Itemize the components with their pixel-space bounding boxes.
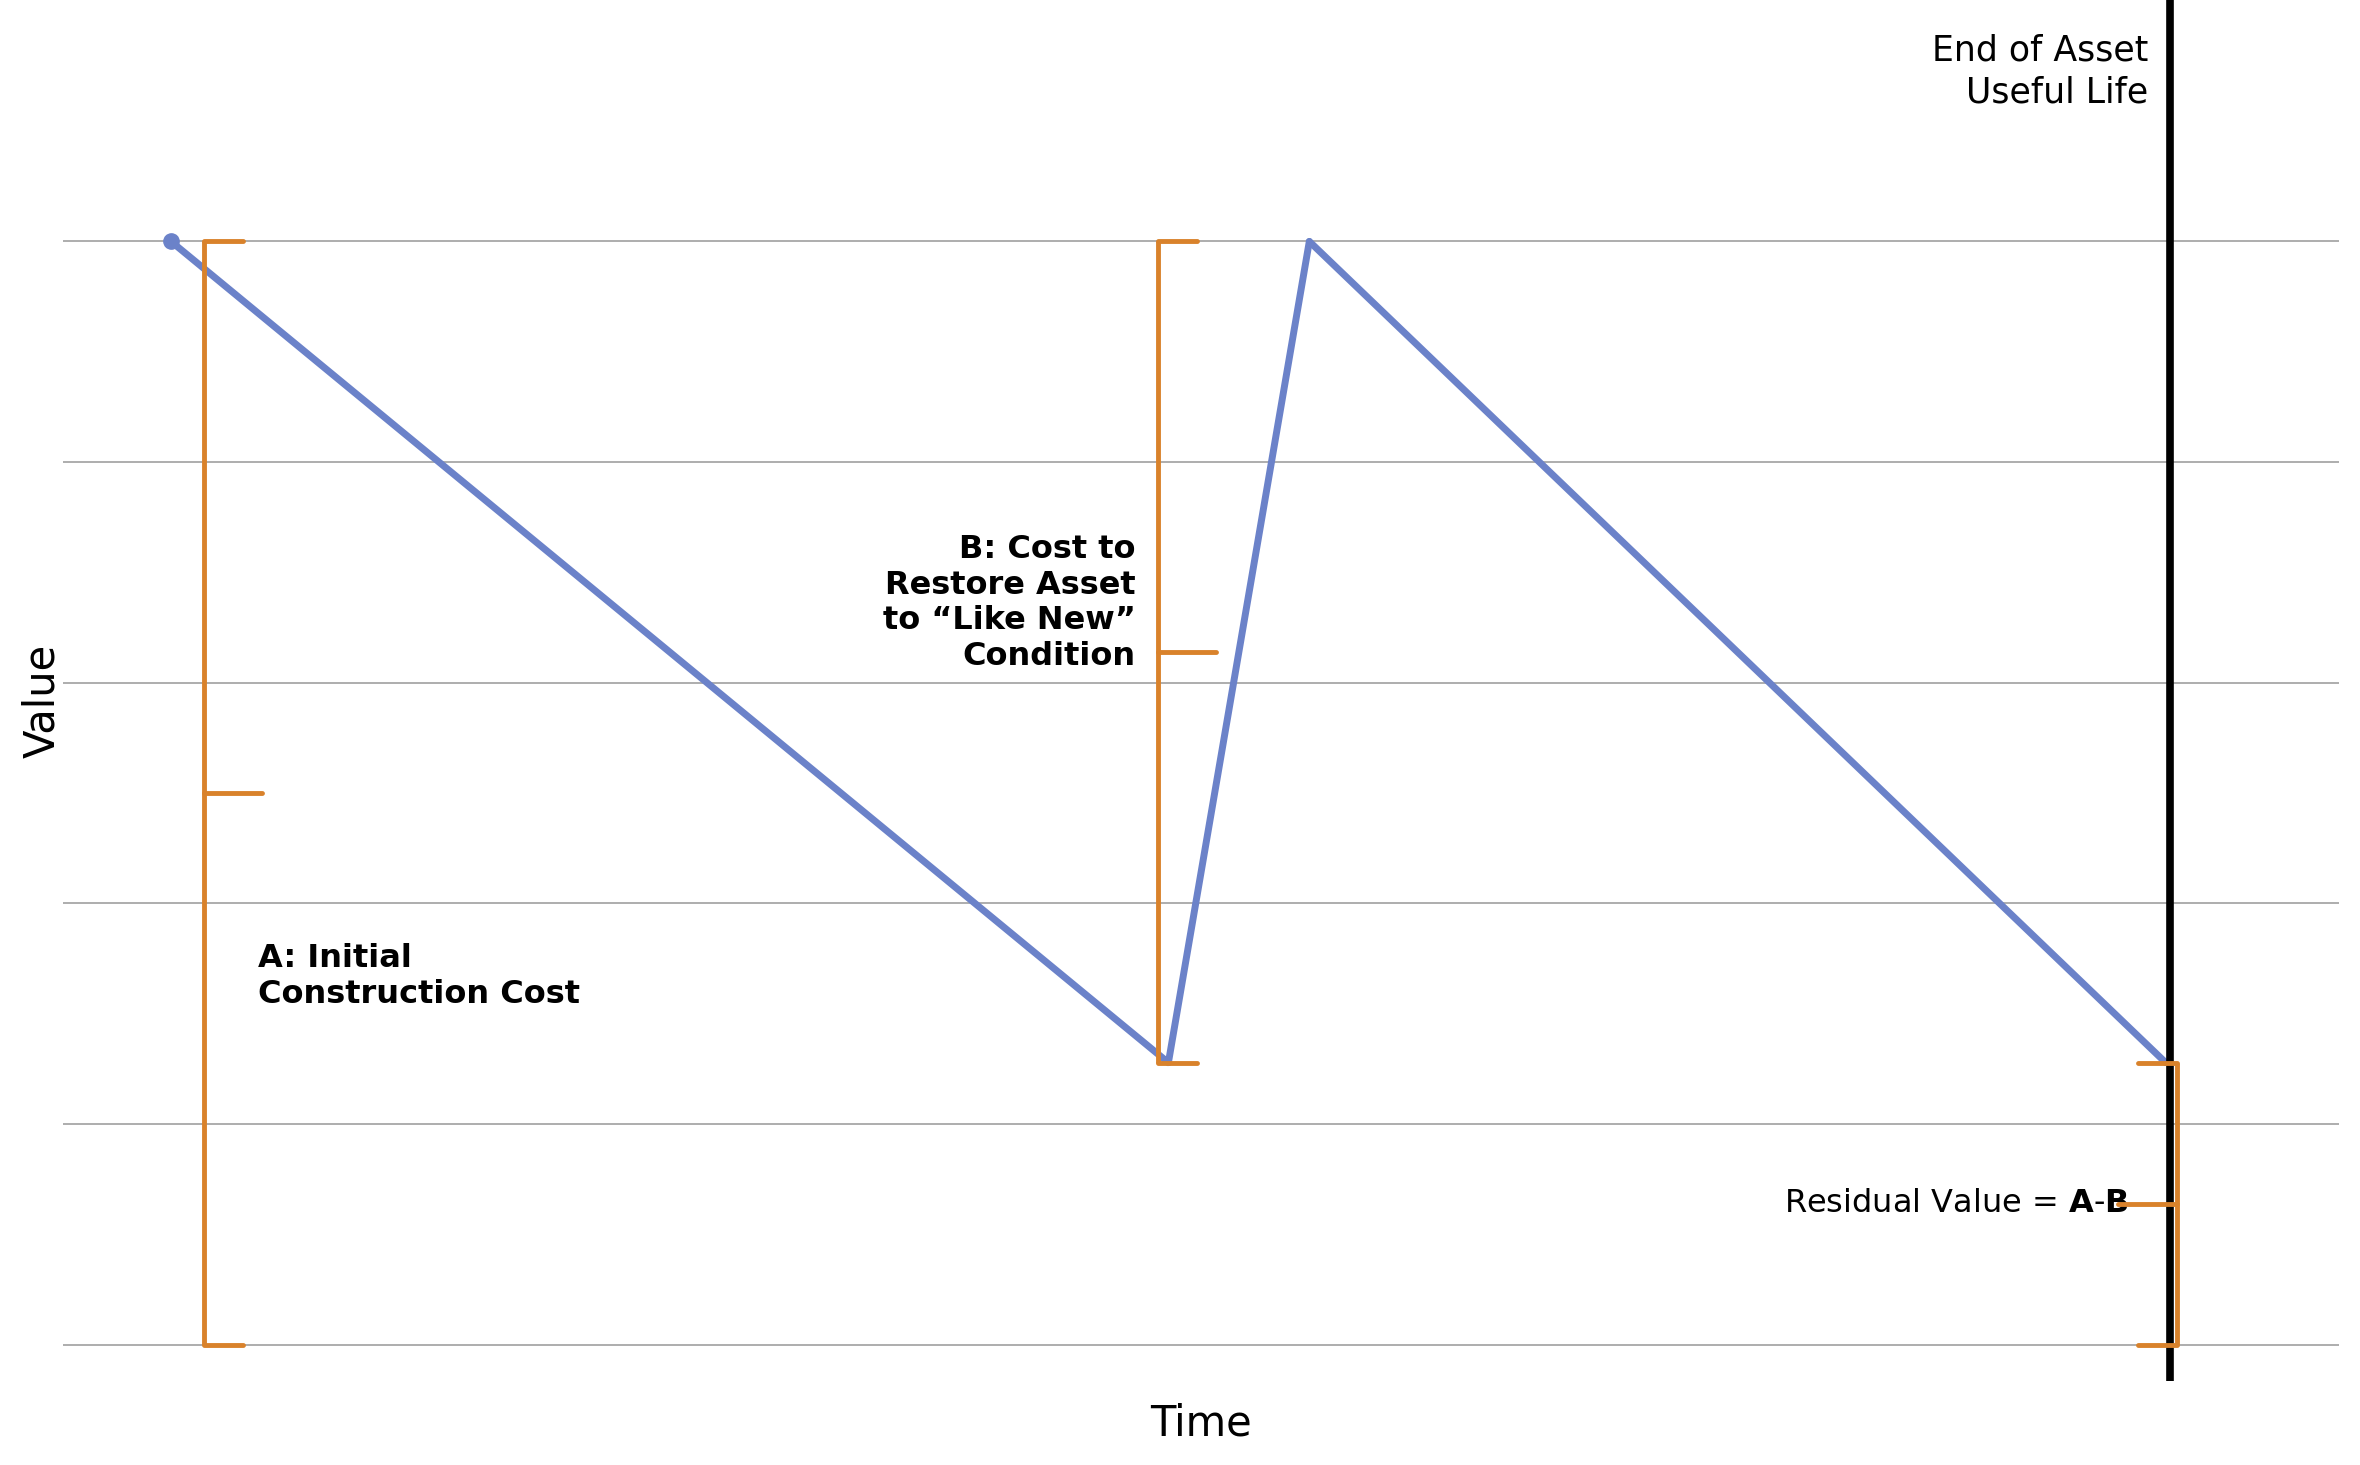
Text: B: Cost to
Restore Asset
to “Like New”
Condition: B: Cost to Restore Asset to “Like New” C… — [883, 533, 1135, 672]
Text: Residual Value = $\bf{A}$-$\bf{B}$: Residual Value = $\bf{A}$-$\bf{B}$ — [1784, 1188, 2129, 1219]
Text: End of Asset
Useful Life: End of Asset Useful Life — [1933, 34, 2148, 110]
Text: A: Initial
Construction Cost: A: Initial Construction Cost — [257, 943, 581, 1011]
Y-axis label: Value: Value — [21, 645, 64, 759]
X-axis label: Time: Time — [1149, 1402, 1251, 1444]
